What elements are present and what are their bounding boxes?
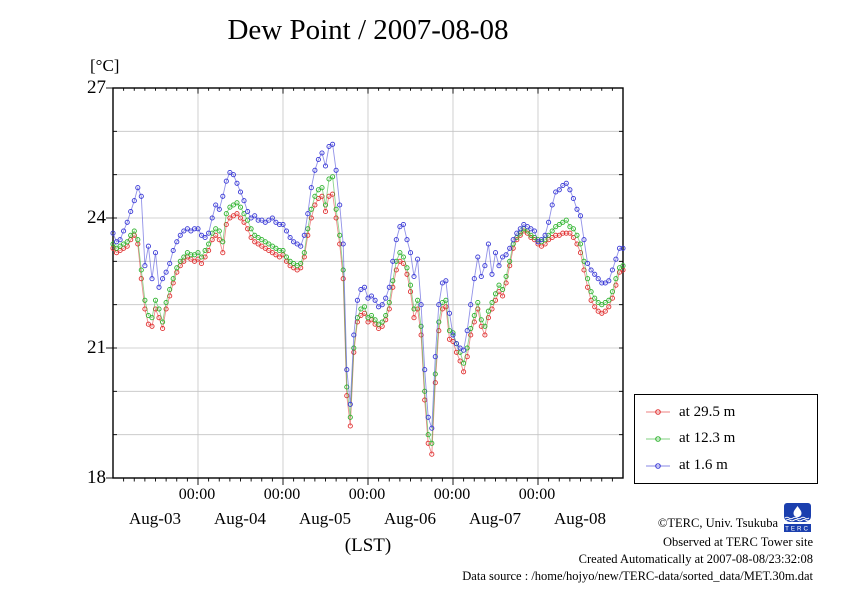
legend-marker-red-icon — [646, 409, 670, 416]
x-day-label-aug07: Aug-07 — [469, 509, 521, 528]
page-title: Dew Point / 2007-08-08 — [227, 14, 509, 46]
x-tick-midnight-1: 00:00 — [178, 486, 216, 503]
x-tick-midnight-2: 00:00 — [263, 486, 301, 503]
grid — [113, 88, 623, 478]
y-tick-18: 18 — [87, 467, 106, 488]
x-day-label-aug08: Aug-08 — [554, 509, 606, 528]
y-axis-unit-label: [°C] — [90, 56, 120, 75]
terc-logo-text: TERC — [785, 526, 810, 533]
credit-copyright: ©TERC, Univ. Tsukuba — [657, 516, 778, 530]
x-tick-midnight-5: 00:00 — [518, 486, 556, 503]
legend-marker-blue-icon — [646, 462, 670, 469]
y-tick-27: 27 — [87, 77, 106, 98]
x-day-label-aug03: Aug-03 — [129, 509, 181, 528]
credit-observed-at: Observed at TERC Tower site — [662, 535, 813, 549]
axis-ticks — [106, 87, 623, 485]
series-at-1.6-m — [110, 141, 626, 431]
plot-border — [112, 87, 624, 479]
terc-logo-droplet-icon — [793, 506, 802, 518]
legend-label-1-6m: at 1.6 m — [679, 457, 728, 474]
credit-data-source: Data source : /home/hojyo/new/TERC-data/… — [462, 569, 813, 583]
legend-item-12-3m: at 12.3 m — [645, 430, 813, 447]
chart-legend: at 29.5 m at 12.3 m at 1.6 m — [634, 394, 818, 484]
legend-item-1-6m: at 1.6 m — [645, 457, 813, 474]
x-tick-midnight-3: 00:00 — [348, 486, 386, 503]
legend-marker-green-icon — [646, 436, 670, 442]
terc-logo: TERC — [784, 503, 811, 533]
x-day-label-aug04: Aug-04 — [214, 509, 266, 528]
y-tick-24: 24 — [87, 207, 106, 228]
x-day-label-aug05: Aug-05 — [299, 509, 351, 528]
x-tick-midnight-4: 00:00 — [433, 486, 471, 503]
x-day-label-aug06: Aug-06 — [384, 509, 436, 528]
legend-label-29-5m: at 29.5 m — [679, 403, 736, 420]
credit-created-at: Created Automatically at 2007-08-08/23:3… — [578, 552, 813, 566]
legend-label-12-3m: at 12.3 m — [679, 430, 736, 447]
y-tick-21: 21 — [87, 337, 106, 358]
x-axis-caption: (LST) — [344, 535, 392, 556]
legend-item-29-5m: at 29.5 m — [645, 404, 813, 421]
